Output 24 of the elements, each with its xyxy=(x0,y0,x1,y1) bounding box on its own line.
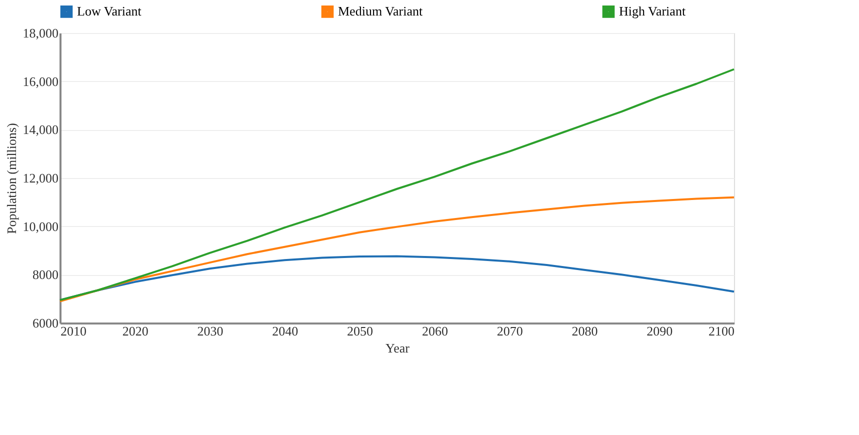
y-tick-label: 8000 xyxy=(32,267,58,282)
y-tick-label: 12,000 xyxy=(22,170,58,186)
x-tick-label: 2050 xyxy=(347,324,374,338)
y-tick-label: 16,000 xyxy=(22,74,58,89)
x-tick-label: 2100 xyxy=(708,324,734,338)
y-axis-title: Population (millions) xyxy=(4,123,19,234)
y-tick-label: 14,000 xyxy=(22,122,58,138)
x-tick-label: 2040 xyxy=(272,324,298,338)
x-tick-label: 2010 xyxy=(60,324,86,338)
x-tick-label: 2090 xyxy=(646,324,673,338)
x-tick-label: 2080 xyxy=(572,324,598,338)
y-tick-label: 6000 xyxy=(32,316,58,330)
x-tick-label: 2060 xyxy=(422,324,448,338)
legend-label: Low Variant xyxy=(77,4,142,19)
line-series xyxy=(59,68,735,302)
x-axis-title: Year xyxy=(386,340,410,356)
line-series xyxy=(59,196,735,302)
x-tick-label: 2020 xyxy=(122,324,148,338)
y-tick-label: 10,000 xyxy=(22,218,58,234)
x-tick-label: 2030 xyxy=(197,324,224,338)
legend-label: Medium Variant xyxy=(338,4,423,19)
legend-label: High Variant xyxy=(619,4,686,19)
y-tick-label: 18,000 xyxy=(22,26,58,40)
x-tick-label: 2070 xyxy=(496,324,523,338)
